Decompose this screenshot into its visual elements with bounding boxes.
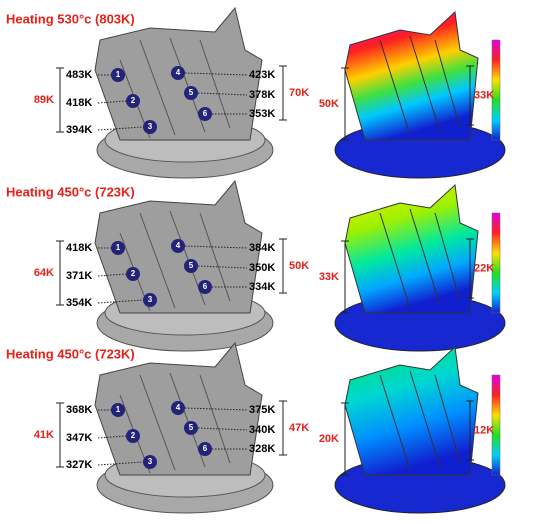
temp-label: 334K	[249, 281, 275, 293]
range-label: 64K	[34, 267, 54, 279]
temp-label: 384K	[249, 242, 275, 254]
marker-number: 4	[176, 403, 181, 412]
range-label: 41K	[34, 429, 54, 441]
marker-number: 6	[203, 444, 208, 453]
marker-number: 2	[131, 96, 136, 105]
temp-label: 368K	[66, 404, 92, 416]
marker-number: 5	[189, 88, 194, 97]
range-label: 47K	[289, 422, 309, 434]
panel: Heating 450°c (723K) 368K 1 347K 2 327K 3 4 375K…	[6, 343, 505, 513]
range-label: 50K	[319, 98, 339, 110]
temp-label: 483K	[66, 69, 92, 81]
panel-title: Heating 450°c (723K)	[6, 184, 135, 199]
panel-title: Heating 530°c (803K)	[6, 11, 135, 26]
range-label: 33K	[474, 89, 494, 101]
range-label: 22K	[474, 262, 494, 274]
temp-label: 340K	[249, 424, 275, 436]
temp-label: 347K	[66, 432, 92, 444]
figure: Heating 530°c (803K) 483K 1 418K 2 394K 3 4 423K…	[0, 0, 537, 524]
temp-label: 354K	[66, 297, 92, 309]
temp-label: 375K	[249, 404, 275, 416]
range-label: 33K	[319, 271, 339, 283]
marker-number: 5	[189, 261, 194, 270]
temp-label: 423K	[249, 69, 275, 81]
temp-label: 328K	[249, 443, 275, 455]
temp-label: 394K	[66, 124, 92, 136]
temp-label: 418K	[66, 242, 92, 254]
temp-label: 371K	[66, 270, 92, 282]
temp-label: 378K	[249, 89, 275, 101]
temp-label: 353K	[249, 108, 275, 120]
marker-number: 3	[148, 457, 153, 466]
temp-label: 350K	[249, 262, 275, 274]
range-label: 12K	[474, 424, 494, 436]
marker-number: 1	[116, 70, 121, 79]
panel-title: Heating 450°c (723K)	[6, 346, 135, 361]
marker-number: 1	[116, 405, 121, 414]
temp-label: 418K	[66, 97, 92, 109]
panel: Heating 450°c (723K) 418K 1 371K 2 354K 3 4 384K…	[6, 181, 505, 351]
marker-number: 6	[203, 282, 208, 291]
marker-number: 4	[176, 68, 181, 77]
range-label: 20K	[319, 433, 339, 445]
marker-number: 5	[189, 423, 194, 432]
marker-number: 3	[148, 295, 153, 304]
marker-number: 6	[203, 109, 208, 118]
marker-number: 2	[131, 269, 136, 278]
marker-number: 4	[176, 241, 181, 250]
temp-label: 327K	[66, 459, 92, 471]
marker-number: 2	[131, 431, 136, 440]
marker-number: 1	[116, 243, 121, 252]
range-label: 70K	[289, 87, 309, 99]
marker-number: 3	[148, 122, 153, 131]
range-label: 89K	[34, 94, 54, 106]
panel: Heating 530°c (803K) 483K 1 418K 2 394K 3 4 423K…	[6, 8, 505, 178]
range-label: 50K	[289, 260, 309, 272]
